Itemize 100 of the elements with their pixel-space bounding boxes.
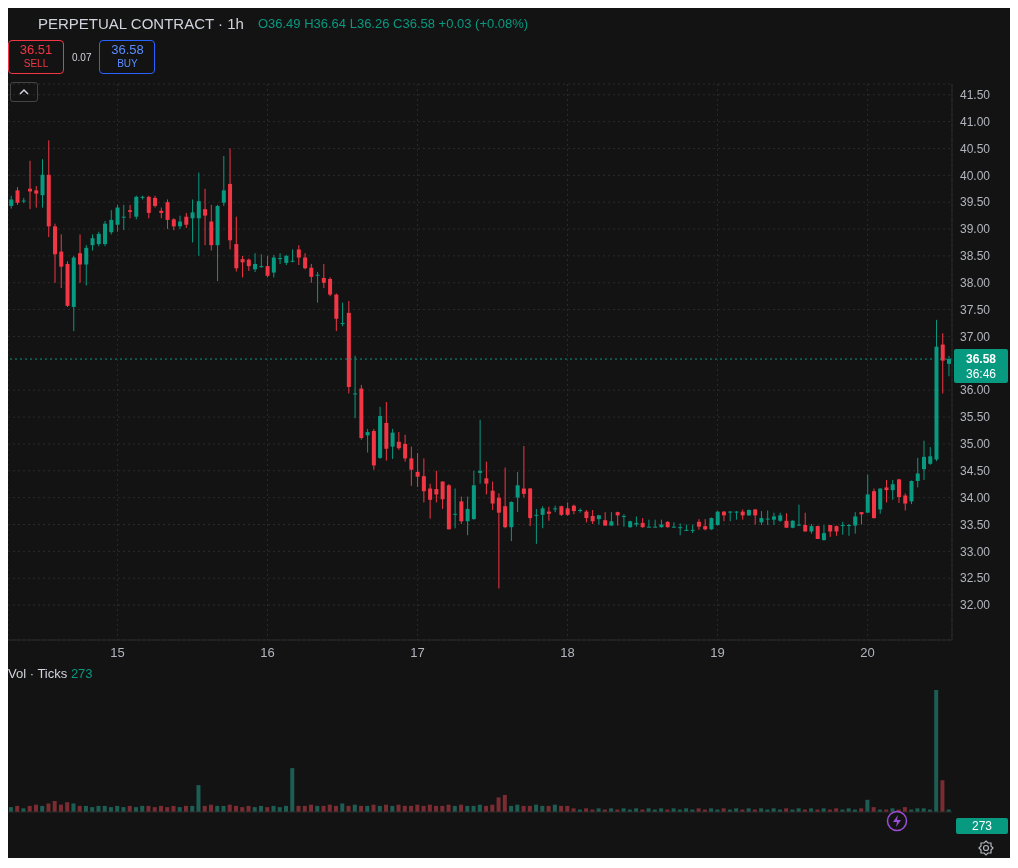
y-tick-label: 38.00 <box>960 276 991 291</box>
bar <box>52 801 57 812</box>
candlestick <box>109 209 114 235</box>
y-tick-label: 32.00 <box>960 598 991 613</box>
y-tick-label: 34.00 <box>960 490 991 505</box>
candlestick <box>146 195 151 219</box>
candlestick <box>34 185 39 209</box>
y-tick-label: 38.50 <box>960 249 991 264</box>
candlestick <box>515 471 520 513</box>
candlestick <box>440 481 445 510</box>
candlestick <box>78 233 83 284</box>
x-tick-label: 19 <box>710 645 725 661</box>
candlestick <box>196 172 201 257</box>
candlestick <box>315 271 320 304</box>
candlestick <box>415 452 420 488</box>
candlestick <box>340 302 345 327</box>
candlestick <box>434 470 439 503</box>
candlestick <box>496 492 501 589</box>
candlestick <box>728 510 733 522</box>
candlestick <box>484 461 489 495</box>
text: 36.51 <box>18 42 54 57</box>
candlestick <box>328 276 333 297</box>
candlestick <box>678 522 683 536</box>
candlestick <box>596 514 601 525</box>
candlestick <box>134 195 139 220</box>
candlestick <box>321 263 326 289</box>
x-tick-label: 20 <box>860 645 875 661</box>
candlestick <box>621 513 626 528</box>
candlestick <box>840 521 845 536</box>
bar <box>934 690 939 812</box>
candlestick <box>296 244 301 266</box>
candlestick <box>453 488 458 529</box>
y-tick-label: 41.00 <box>960 114 991 129</box>
bar <box>940 780 945 812</box>
candlestick <box>121 204 126 231</box>
candlestick <box>365 428 370 454</box>
y-tick-label: 39.00 <box>960 222 991 237</box>
text: BUY <box>116 57 139 71</box>
candlestick <box>403 434 408 463</box>
ref-line-label: 36.58 <box>965 352 997 367</box>
x-tick-label: 18 <box>560 645 575 661</box>
bar <box>71 803 76 812</box>
text: SELL <box>22 57 50 71</box>
x-tick-label: 16 <box>260 645 275 661</box>
candlestick <box>309 263 314 284</box>
y-tick-label: 34.50 <box>960 464 991 479</box>
candlestick <box>940 332 945 394</box>
candlestick <box>203 188 208 246</box>
x-tick-label: 15 <box>110 645 125 661</box>
candlestick <box>634 515 639 528</box>
candlestick <box>115 204 120 233</box>
candlestick <box>646 519 651 528</box>
y-tick-label: 35.00 <box>960 437 991 452</box>
candlestick <box>290 248 295 263</box>
candlestick <box>671 521 676 529</box>
x-tick-label: 17 <box>410 645 425 661</box>
candlestick <box>921 440 926 481</box>
candlestick <box>253 252 258 273</box>
y-tick-label: 35.50 <box>960 410 991 425</box>
candlestick <box>409 446 414 487</box>
candlestick <box>578 507 583 514</box>
candlestick <box>190 199 195 243</box>
bar <box>290 768 295 812</box>
bar <box>340 803 345 812</box>
candlestick <box>878 488 883 515</box>
candlestick <box>428 483 433 520</box>
candlestick <box>84 244 89 286</box>
candlestick <box>278 252 283 265</box>
bar <box>502 794 507 812</box>
chart-title: Vol · Ticks <box>8 666 68 681</box>
text: 0.07 <box>72 51 92 63</box>
candlestick <box>796 504 801 527</box>
bar <box>65 802 70 812</box>
candlestick <box>890 479 895 501</box>
candlestick <box>821 524 826 542</box>
text: O36.49 H36.64 L36.26 C36.58 +0.03 (+0.08%) <box>257 15 529 31</box>
y-tick-label: 33.50 <box>960 517 991 532</box>
bar <box>46 803 51 812</box>
candlestick <box>390 428 395 460</box>
candlestick <box>896 478 901 504</box>
candlestick <box>771 512 776 526</box>
y-tick-label: 37.50 <box>960 302 991 317</box>
candlestick <box>40 158 45 209</box>
candlestick <box>521 445 526 499</box>
y-tick-label: 36.00 <box>960 383 991 398</box>
candlestick <box>271 254 276 278</box>
bar <box>196 785 201 812</box>
candlestick <box>128 204 133 219</box>
candlestick <box>259 253 264 269</box>
candlestick <box>240 255 245 278</box>
candlestick <box>103 220 108 247</box>
candlestick <box>165 199 170 230</box>
candlestick <box>696 518 701 531</box>
candlestick <box>265 255 270 278</box>
text: 273 <box>971 819 993 833</box>
candlestick <box>221 155 226 207</box>
chart-title: PERPETUAL CONTRACT · 1h <box>38 14 244 32</box>
candlestick <box>59 233 64 289</box>
candlestick <box>465 496 470 536</box>
candlestick <box>540 505 545 529</box>
